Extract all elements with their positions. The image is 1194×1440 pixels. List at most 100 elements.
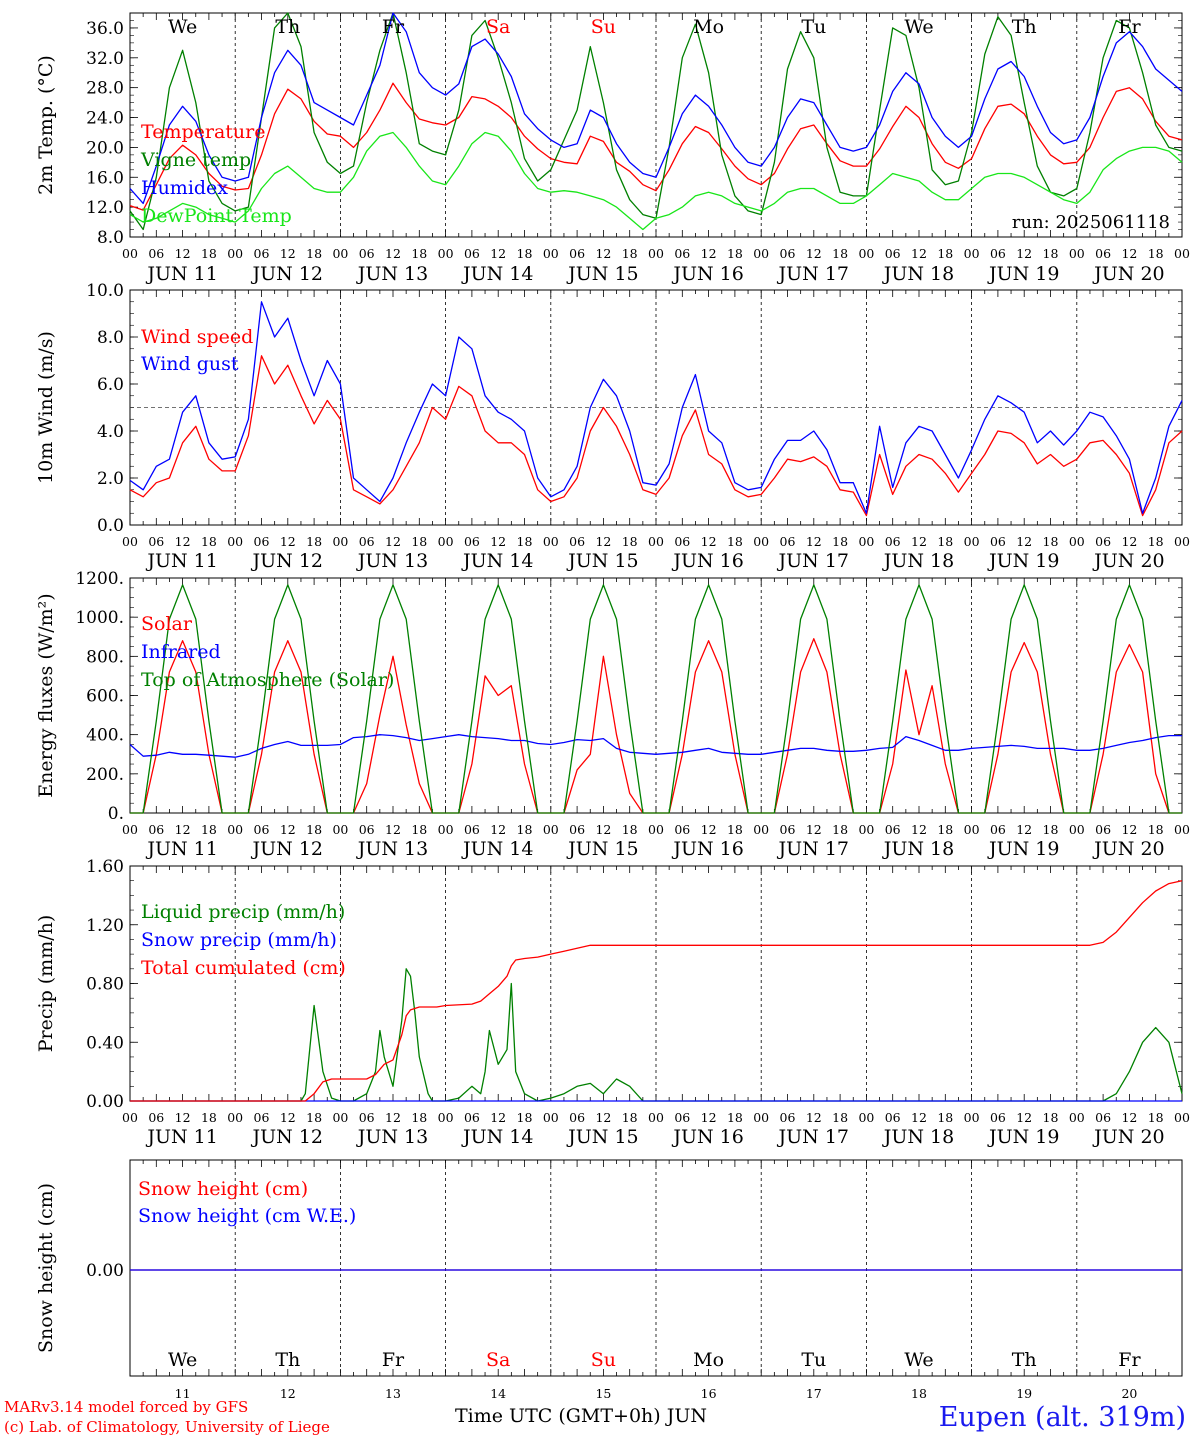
- precip-day-label: JUN 13: [356, 1126, 428, 1148]
- temperature-hour-label: 00: [964, 246, 980, 261]
- wind-hour-label: 18: [201, 534, 217, 549]
- precip-hour-label: 00: [227, 1110, 243, 1125]
- precip-hour-label: 06: [885, 1110, 901, 1125]
- temperature-hour-label: 00: [1174, 246, 1190, 261]
- radiation-hour-label: 06: [990, 822, 1006, 837]
- radiation-hour-label: 18: [1148, 822, 1164, 837]
- wind-day-label: JUN 18: [882, 550, 954, 572]
- lab-credit: (c) Lab. of Climatology, University of L…: [4, 1418, 330, 1436]
- temperature-y-tick-label: 8.0: [97, 228, 124, 248]
- radiation-legend-entry: Infrared: [141, 641, 221, 663]
- precip-hour-label: 06: [674, 1110, 690, 1125]
- radiation-hour-label: 18: [727, 822, 743, 837]
- precip-hour-label: 00: [543, 1110, 559, 1125]
- temperature-hour-label: 06: [569, 246, 585, 261]
- precip-day-label: JUN 11: [145, 1126, 217, 1148]
- day-number-label: 17: [806, 1386, 822, 1401]
- month-label: JUN: [666, 1405, 708, 1427]
- temperature-legend-entry: Vigne temp: [140, 149, 251, 171]
- precip-hour-label: 18: [517, 1110, 533, 1125]
- precip-day-label: JUN 14: [461, 1126, 533, 1148]
- day-number-label: 16: [701, 1386, 717, 1401]
- temperature-y-tick-label: 36.0: [86, 19, 124, 39]
- temperature-hour-label: 12: [1016, 246, 1032, 261]
- temperature-day-label: JUN 11: [145, 263, 217, 285]
- precip-hour-label: 18: [411, 1110, 427, 1125]
- temperature-hour-label: 12: [701, 246, 717, 261]
- radiation-hour-label: 06: [254, 822, 270, 837]
- temperature-hour-label: 12: [1121, 246, 1137, 261]
- temperature-hour-label: 18: [517, 246, 533, 261]
- temperature-hour-label: 00: [648, 246, 664, 261]
- temperature-weekday-label: Su: [591, 16, 616, 38]
- wind-hour-label: 18: [832, 534, 848, 549]
- wind-hour-label: 18: [1148, 534, 1164, 549]
- snow-legend-entry: Snow height (cm): [138, 1178, 308, 1200]
- temperature-hour-label: 18: [622, 246, 638, 261]
- precip-hour-label: 00: [332, 1110, 348, 1125]
- radiation-hour-label: 12: [280, 822, 296, 837]
- temperature-hour-label: 18: [1043, 246, 1059, 261]
- radiation-y-tick-label: 400.: [86, 726, 124, 746]
- radiation-hour-label: 18: [411, 822, 427, 837]
- radiation-hour-label: 06: [569, 822, 585, 837]
- temperature-weekday-label: Fr: [382, 16, 405, 38]
- snow-weekday-label: Su: [591, 1349, 616, 1371]
- precip-y-tick-label: 1.60: [86, 857, 124, 877]
- wind-day-label: JUN 17: [777, 550, 849, 572]
- precip-hour-label: 06: [148, 1110, 164, 1125]
- temperature-hour-label: 00: [753, 246, 769, 261]
- day-number-label: 18: [911, 1386, 927, 1401]
- snow-legend-entry: Snow height (cm W.E.): [138, 1205, 356, 1227]
- radiation-hour-label: 18: [1043, 822, 1059, 837]
- temperature-hour-label: 18: [306, 246, 322, 261]
- wind-y-tick-label: 8.0: [97, 328, 124, 348]
- snow-weekday-label: Th: [1012, 1349, 1037, 1371]
- temperature-hour-label: 06: [780, 246, 796, 261]
- radiation-hour-label: 00: [964, 822, 980, 837]
- temperature-hour-label: 12: [385, 246, 401, 261]
- day-number-label: 19: [1016, 1386, 1032, 1401]
- radiation-hour-label: 06: [464, 822, 480, 837]
- precip-hour-label: 00: [648, 1110, 664, 1125]
- wind-hour-label: 18: [1043, 534, 1059, 549]
- temperature-hour-label: 12: [911, 246, 927, 261]
- precip-legend-entry: Liquid precip (mm/h): [141, 901, 345, 923]
- wind-hour-label: 12: [1016, 534, 1032, 549]
- wind-hour-label: 00: [1174, 534, 1190, 549]
- precip-hour-label: 12: [911, 1110, 927, 1125]
- wind-y-tick-label: 6.0: [97, 375, 124, 395]
- wind-hour-label: 00: [227, 534, 243, 549]
- precip-hour-label: 06: [780, 1110, 796, 1125]
- radiation-day-label: JUN 14: [461, 838, 533, 860]
- wind-legend-entry: Wind gust: [141, 353, 239, 375]
- wind-hour-label: 18: [622, 534, 638, 549]
- precip-y-tick-label: 0.80: [86, 975, 124, 995]
- temperature-day-label: JUN 17: [777, 263, 849, 285]
- day-number-label: 12: [280, 1386, 296, 1401]
- radiation-hour-label: 18: [306, 822, 322, 837]
- temperature-legend-entry: Humidex: [141, 177, 228, 199]
- snow-weekday-label: Th: [275, 1349, 300, 1371]
- wind-y-tick-label: 0.0: [97, 516, 124, 536]
- precip-hour-label: 06: [254, 1110, 270, 1125]
- temperature-hour-label: 18: [201, 246, 217, 261]
- radiation-day-label: JUN 13: [356, 838, 428, 860]
- temperature-hour-label: 00: [1069, 246, 1085, 261]
- temperature-hour-label: 06: [1095, 246, 1111, 261]
- temperature-hour-label: 00: [543, 246, 559, 261]
- temperature-hour-label: 06: [885, 246, 901, 261]
- precip-hour-label: 12: [701, 1110, 717, 1125]
- radiation-legend-entry: Solar: [141, 613, 193, 635]
- radiation-hour-label: 18: [201, 822, 217, 837]
- wind-day-label: JUN 12: [251, 550, 323, 572]
- temperature-legend-entry: DewPoint Temp: [141, 205, 292, 227]
- temperature-day-label: JUN 19: [987, 263, 1059, 285]
- temperature-hour-label: 00: [438, 246, 454, 261]
- temperature-day-label: JUN 18: [882, 263, 954, 285]
- temperature-day-label: JUN 14: [461, 263, 533, 285]
- temperature-weekday-label: We: [904, 16, 933, 38]
- radiation-hour-label: 12: [806, 822, 822, 837]
- temperature-day-label: JUN 20: [1092, 263, 1164, 285]
- radiation-day-label: JUN 16: [671, 838, 743, 860]
